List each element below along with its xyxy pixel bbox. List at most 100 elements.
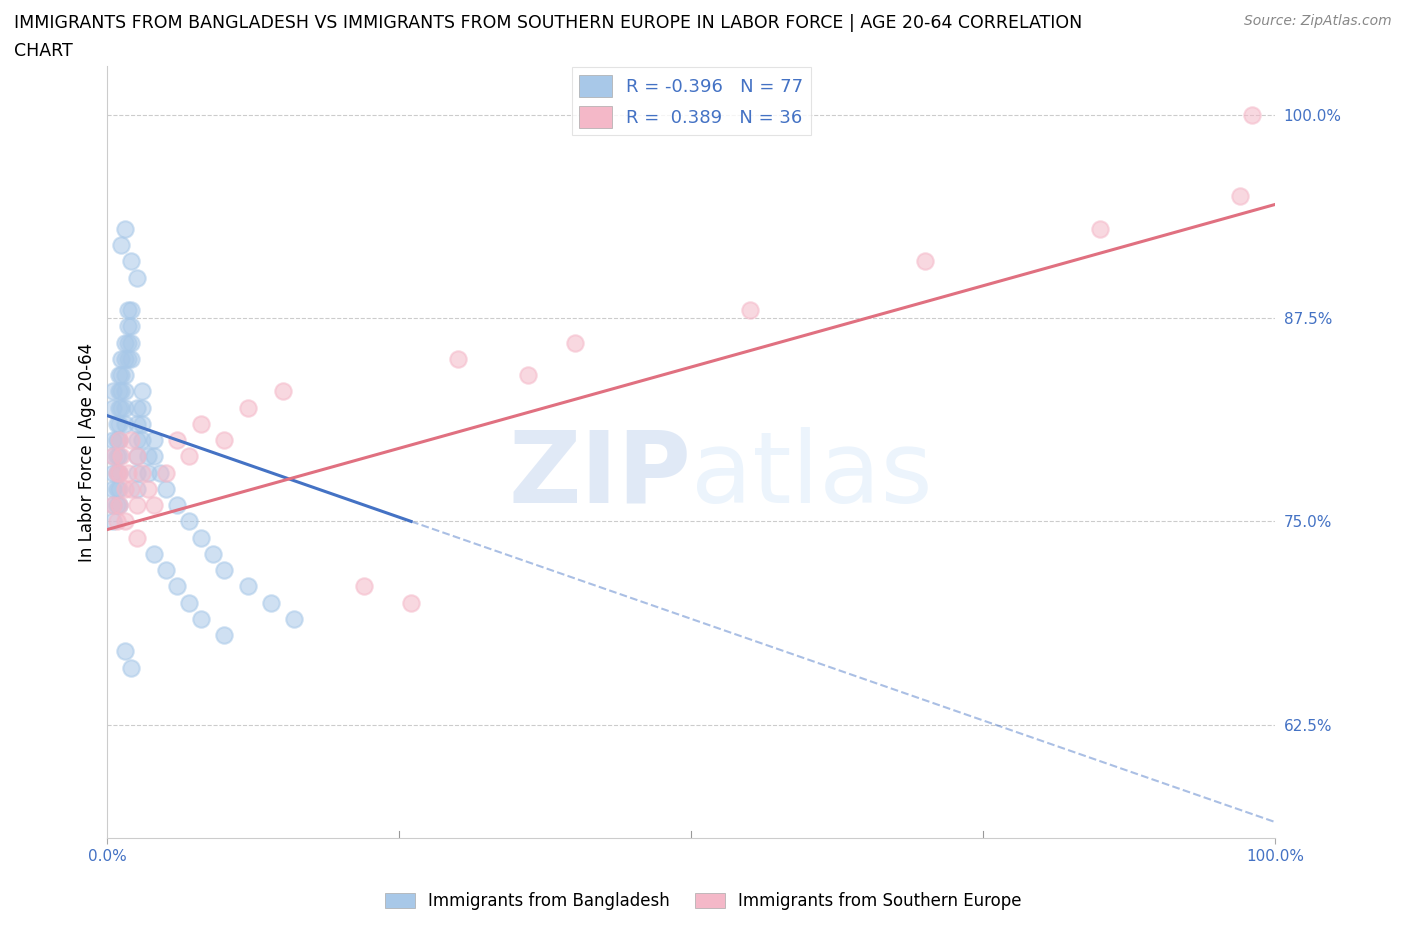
Point (105, 417, 128, 432)
Point (110, 237, 132, 252)
Point (166, 498, 188, 512)
Point (105, 514, 128, 529)
Point (125, 432, 148, 447)
Point (143, 432, 166, 447)
Point (1090, 221, 1112, 236)
Point (201, 547, 224, 562)
Point (236, 579, 259, 594)
Point (108, 400, 131, 415)
Point (108, 432, 131, 447)
Point (114, 221, 136, 236)
Point (564, 335, 586, 350)
Point (353, 579, 375, 594)
Point (114, 400, 136, 415)
Point (114, 384, 136, 399)
Point (166, 579, 188, 594)
Point (179, 595, 201, 610)
Point (114, 417, 136, 432)
Point (131, 465, 153, 480)
Text: IMMIGRANTS FROM BANGLADESH VS IMMIGRANTS FROM SOUTHERN EUROPE IN LABOR FORCE | A: IMMIGRANTS FROM BANGLADESH VS IMMIGRANTS… (14, 14, 1083, 32)
Point (105, 449, 128, 464)
Point (108, 432, 131, 447)
Legend: R = -0.396   N = 77, R =  0.389   N = 36: R = -0.396 N = 77, R = 0.389 N = 36 (572, 68, 811, 135)
Point (108, 384, 131, 399)
Point (108, 498, 131, 512)
Point (103, 449, 125, 464)
Point (155, 465, 177, 480)
Point (117, 465, 139, 480)
Point (114, 482, 136, 497)
Point (103, 384, 125, 399)
Point (120, 482, 142, 497)
Point (110, 367, 132, 382)
Point (110, 449, 132, 464)
Point (271, 384, 294, 399)
Point (136, 449, 159, 464)
Point (166, 432, 188, 447)
Point (143, 547, 166, 562)
Point (155, 482, 177, 497)
Text: atlas: atlas (692, 427, 934, 524)
Point (108, 465, 131, 480)
Point (125, 482, 148, 497)
Point (117, 302, 139, 317)
Point (114, 514, 136, 529)
Point (103, 449, 125, 464)
Point (212, 432, 235, 447)
Point (114, 352, 136, 366)
Point (103, 498, 125, 512)
Point (105, 498, 128, 512)
Point (1241, 108, 1264, 123)
Point (125, 417, 148, 432)
Point (1229, 189, 1251, 204)
Point (105, 465, 128, 480)
Point (125, 530, 148, 545)
Point (120, 254, 142, 269)
Point (110, 400, 132, 415)
Text: Source: ZipAtlas.com: Source: ZipAtlas.com (1244, 14, 1392, 28)
Point (447, 352, 470, 366)
Point (212, 628, 235, 643)
Point (190, 530, 212, 545)
Point (120, 432, 142, 447)
Point (125, 270, 148, 285)
Point (125, 449, 148, 464)
Point (105, 465, 128, 480)
Point (103, 465, 125, 480)
Point (108, 449, 131, 464)
Point (131, 432, 153, 447)
Point (103, 432, 125, 447)
Point (155, 563, 177, 578)
Point (283, 612, 305, 627)
Point (108, 367, 131, 382)
Point (190, 612, 212, 627)
Point (125, 449, 148, 464)
Legend: Immigrants from Bangladesh, Immigrants from Southern Europe: Immigrants from Bangladesh, Immigrants f… (378, 885, 1028, 917)
Point (143, 449, 166, 464)
Point (103, 482, 125, 497)
Point (117, 335, 139, 350)
Point (117, 352, 139, 366)
Point (105, 432, 128, 447)
Point (105, 482, 128, 497)
Point (131, 384, 153, 399)
Text: ZIP: ZIP (509, 427, 692, 524)
Point (120, 335, 142, 350)
Point (212, 563, 235, 578)
Point (236, 400, 259, 415)
Point (179, 449, 201, 464)
Text: CHART: CHART (14, 42, 73, 60)
Point (103, 498, 125, 512)
Point (120, 302, 142, 317)
Point (149, 465, 172, 480)
Point (120, 660, 142, 675)
Point (110, 384, 132, 399)
Y-axis label: In Labor Force | Age 20-64: In Labor Force | Age 20-64 (79, 343, 96, 562)
Point (120, 319, 142, 334)
Point (125, 400, 148, 415)
Point (125, 465, 148, 480)
Point (738, 302, 761, 317)
Point (260, 595, 283, 610)
Point (914, 254, 936, 269)
Point (131, 417, 153, 432)
